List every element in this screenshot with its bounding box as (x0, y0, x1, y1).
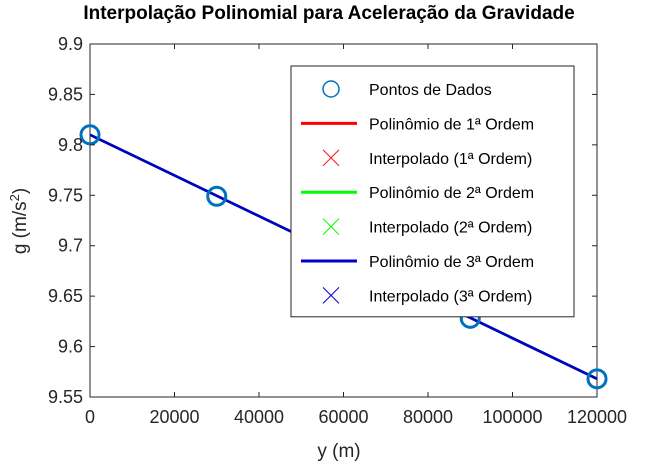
legend-label: Polinômio de 3ª Ordem (369, 254, 534, 271)
y-tick-label: 9.9 (58, 34, 83, 54)
x-tick-label: 40000 (234, 407, 284, 427)
legend-marker-circle (322, 80, 340, 98)
legend-label: Interpolado (3ª Ordem) (369, 288, 532, 305)
legend: Pontos de Dados Polinômio de 1ª Ordem Inte… (290, 65, 575, 318)
legend-label: Interpolado (1ª Ordem) (369, 151, 532, 168)
legend-marker-x (322, 149, 340, 167)
y-tick-label: 9.85 (48, 84, 83, 104)
legend-marker-x (322, 218, 340, 235)
legend-label: Polinômio de 2ª Ordem (369, 185, 534, 202)
data-point (206, 185, 228, 207)
x-tick-label: 0 (85, 407, 95, 427)
legend-marker-x (322, 287, 340, 304)
x-tick-label: 20000 (149, 407, 199, 427)
x-tick-label: 80000 (403, 407, 453, 427)
x-tick-label: 100000 (482, 407, 542, 427)
axis-ticks: 0 20000 40000 60000 80000 100000 120000 9.55 9.6… (48, 34, 627, 427)
data-point (79, 124, 101, 146)
legend-label: Polinômio de 1ª Ordem (369, 116, 534, 133)
y-tick-label: 9.75 (48, 185, 83, 205)
legend-label: Pontos de Dados (369, 82, 492, 99)
y-axis-label: g (m/s2) (7, 188, 31, 254)
x-axis-label: y (m) (317, 441, 360, 462)
y-tick-label: 9.6 (58, 337, 83, 357)
y-tick-label: 9.65 (48, 286, 83, 306)
y-tick-label: 9.55 (48, 387, 83, 407)
data-point (586, 368, 608, 390)
x-tick-label: 60000 (318, 407, 368, 427)
chart-title: Interpolação Polinomial para Aceleração … (83, 3, 574, 24)
y-tick-label: 9.8 (58, 135, 83, 155)
x-tick-label: 120000 (567, 407, 627, 427)
legend-label: Interpolado (2ª Ordem) (369, 220, 532, 237)
y-tick-label: 9.7 (58, 236, 83, 256)
